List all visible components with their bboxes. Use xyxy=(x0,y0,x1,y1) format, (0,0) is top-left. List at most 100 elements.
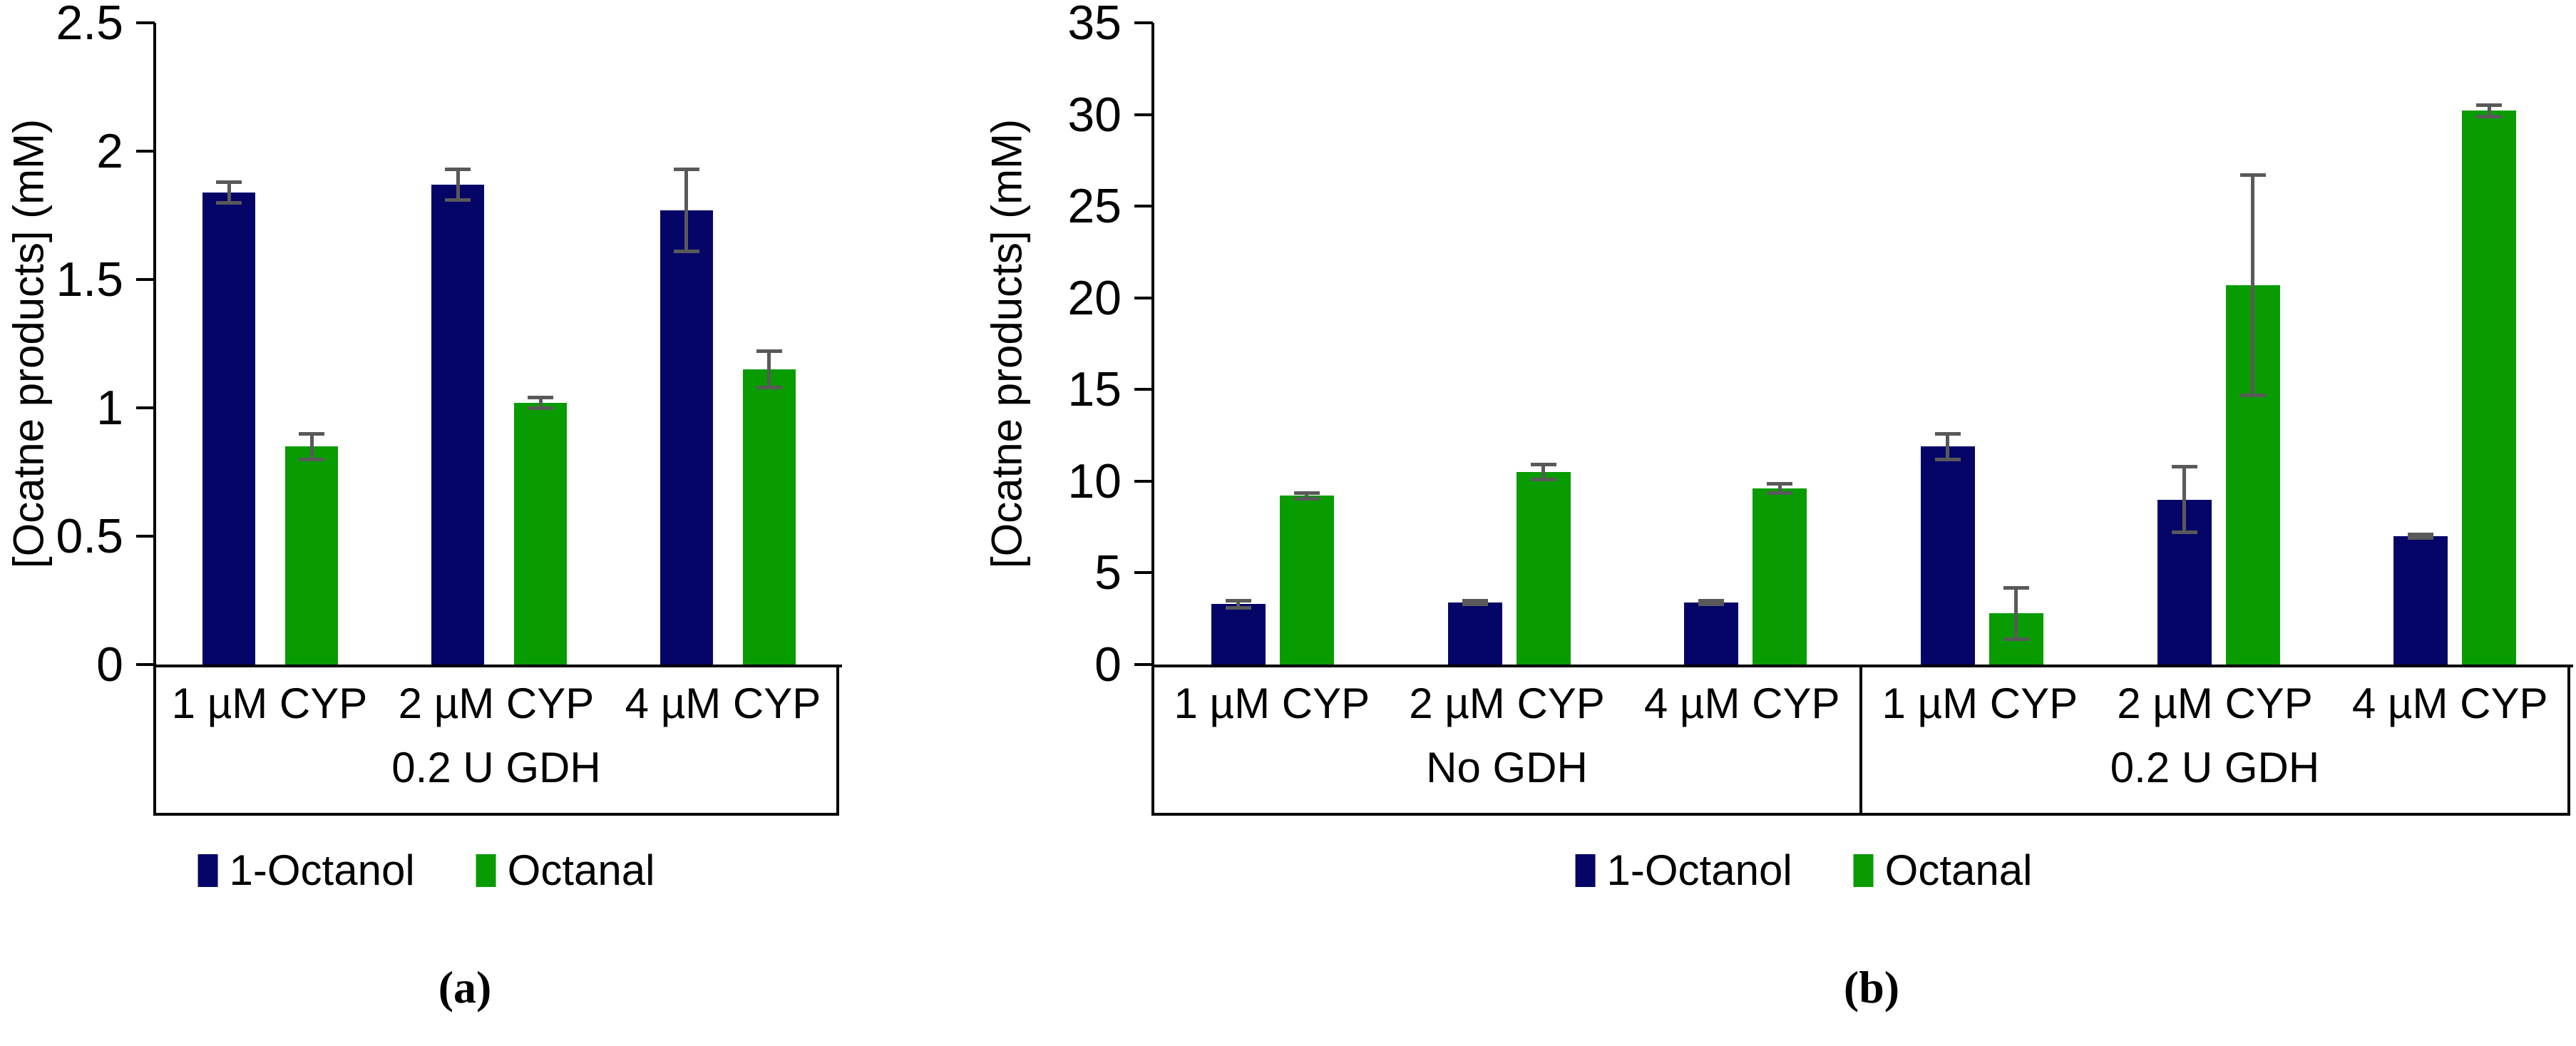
y-tick xyxy=(1134,113,1153,116)
bar-1-octanol xyxy=(1684,602,1739,665)
error-bar xyxy=(1541,464,1545,480)
category-label: 2 µM CYP xyxy=(1409,680,1605,728)
bar-octanal xyxy=(514,402,567,665)
legend-label: Octanal xyxy=(507,846,655,894)
bar-octanal xyxy=(1516,472,1571,665)
y-tick-label: 15 xyxy=(1067,362,1122,417)
category-axis: 1 µM CYP 2 µM CYP 4 µM CYP 0.2 U GDH xyxy=(153,665,839,816)
y-tick xyxy=(1134,479,1153,483)
legend-swatch-1-octanol xyxy=(1575,853,1596,887)
category-label: 1 µM CYP xyxy=(1174,680,1370,728)
legend-label: Octanal xyxy=(1884,846,2033,894)
error-bar-cap xyxy=(1293,491,1320,496)
category-row: 1 µM CYP 2 µM CYP 4 µM CYP xyxy=(156,665,836,743)
error-bar xyxy=(309,434,314,459)
error-bar-cap xyxy=(299,431,325,436)
error-bar xyxy=(1473,600,1477,605)
legend-swatch-octanal xyxy=(1853,853,1874,887)
group-label: 0.2 U GDH xyxy=(391,743,601,791)
y-tick xyxy=(1134,21,1153,24)
error-bar-cap xyxy=(2239,393,2266,397)
error-bar xyxy=(2182,466,2186,533)
error-bar xyxy=(1236,600,1241,608)
error-bar-cap xyxy=(1225,598,1251,603)
y-tick-label: 30 xyxy=(1067,87,1122,142)
error-bar-cap xyxy=(1462,598,1488,603)
error-bar-cap xyxy=(756,385,782,389)
y-tick-label: 10 xyxy=(1067,453,1122,508)
category-label: 4 µM CYP xyxy=(1643,680,1840,728)
error-bar-cap xyxy=(445,198,471,202)
error-bar-cap xyxy=(1698,598,1725,603)
bar-1-octanol xyxy=(202,192,256,665)
y-tick-label: 35 xyxy=(1067,0,1122,50)
category-row: 1 µM CYP 2 µM CYP 4 µM CYP xyxy=(1862,665,2567,743)
plot-area: 0 5 10 15 20 25 30 35 xyxy=(1067,0,2573,689)
error-bar-cap xyxy=(1293,496,1320,501)
legend: 1-Octanol Octanal xyxy=(1575,846,2033,895)
error-bar xyxy=(684,169,689,252)
y-tick xyxy=(136,535,155,538)
y-tick-label: 0 xyxy=(1094,637,1122,692)
y-tick xyxy=(136,150,155,153)
axis-group: 1 µM CYP 2 µM CYP 4 µM CYP No GDH xyxy=(1154,665,1859,813)
bar-octanal xyxy=(1279,496,1334,665)
y-tick-label: 0.5 xyxy=(56,509,123,563)
y-tick xyxy=(136,406,155,409)
bar-1-octanol xyxy=(1211,604,1266,665)
y-tick-label: 5 xyxy=(1094,545,1122,600)
error-bar xyxy=(1709,600,1713,605)
y-tick xyxy=(136,21,155,24)
error-bar xyxy=(538,397,543,408)
category-label: 1 µM CYP xyxy=(171,680,368,728)
y-tick-label: 0 xyxy=(96,637,123,692)
error-bar-cap xyxy=(216,180,242,184)
error-bar-cap xyxy=(299,457,325,461)
caption-b: (b) xyxy=(1843,962,1900,1012)
error-bar xyxy=(1777,483,1782,493)
error-bar-cap xyxy=(528,406,553,410)
error-bar-cap xyxy=(1698,602,1725,606)
group-label: No GDH xyxy=(1426,743,1588,791)
category-label: 2 µM CYP xyxy=(398,680,595,728)
bar-octanal xyxy=(285,446,339,665)
error-bar-cap xyxy=(2003,585,2029,590)
group-label: 0.2 U GDH xyxy=(2110,743,2320,791)
error-bar-cap xyxy=(1767,482,1793,486)
y-tick xyxy=(1134,571,1153,575)
error-bar xyxy=(1305,493,1309,499)
legend-item: 1-Octanol xyxy=(197,846,415,895)
legend-swatch-octanal xyxy=(476,853,496,887)
error-bar-cap xyxy=(1530,463,1556,467)
error-bar-cap xyxy=(673,249,699,253)
error-bar-cap xyxy=(445,167,471,171)
y-tick-label: 1.5 xyxy=(56,252,123,307)
error-bar-cap xyxy=(2476,114,2503,118)
error-bar-cap xyxy=(2408,532,2434,536)
error-bar xyxy=(2014,588,2018,639)
category-axis: 1 µM CYP 2 µM CYP 4 µM CYP No GDH 1 µM CYP 2 … xyxy=(1151,665,2570,816)
error-bar-cap xyxy=(2408,536,2434,540)
error-bar-cap xyxy=(2476,103,2503,108)
error-bar xyxy=(227,182,231,202)
y-tick-label: 1 xyxy=(96,381,123,435)
legend-item: 1-Octanol xyxy=(1575,846,1792,895)
bar-octanal xyxy=(742,369,796,665)
error-bar-cap xyxy=(2171,464,2197,468)
category-label: 4 µM CYP xyxy=(625,680,821,728)
legend-item: Octanal xyxy=(476,846,655,895)
error-bar-cap xyxy=(1934,431,1961,436)
category-label: 4 µM CYP xyxy=(2351,680,2548,728)
y-tick xyxy=(136,278,155,281)
caption-a: (a) xyxy=(438,962,492,1012)
legend-label: 1-Octanol xyxy=(1606,846,1792,894)
y-tick xyxy=(1134,205,1153,208)
y-tick-label: 2.5 xyxy=(56,0,123,50)
error-bar-cap xyxy=(673,167,699,171)
error-bar-cap xyxy=(1767,491,1793,496)
y-tick xyxy=(136,663,155,666)
y-axis-title: [Ocatne products] (mM) xyxy=(4,118,53,569)
bar-octanal xyxy=(2462,111,2517,665)
y-tick xyxy=(1134,663,1153,666)
